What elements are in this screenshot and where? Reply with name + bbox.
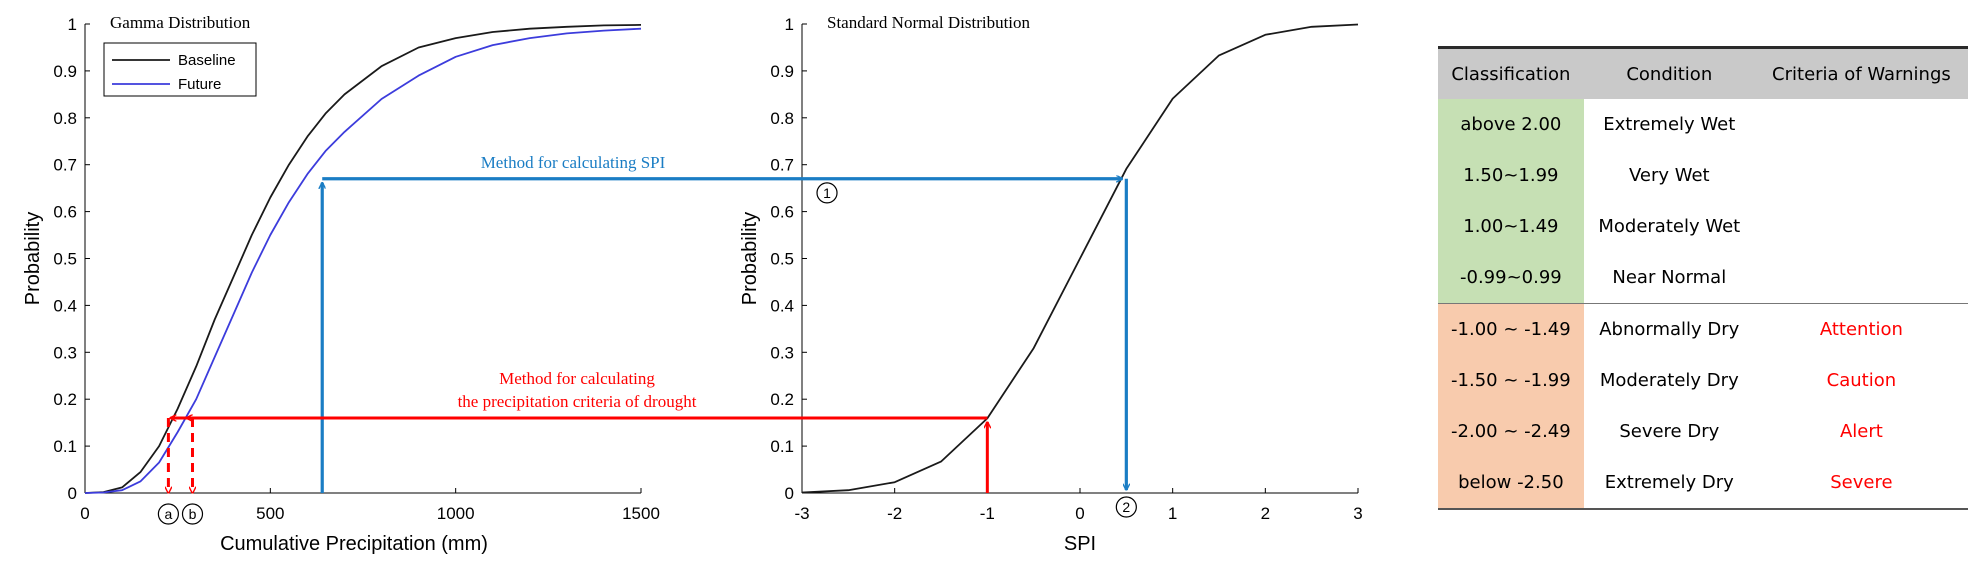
marker-2-label: 2 bbox=[1122, 499, 1130, 515]
header-condition: Condition bbox=[1583, 46, 1755, 99]
chart-legend: Baseline Future bbox=[103, 42, 257, 97]
condition-cell: Near Normal bbox=[1612, 267, 1727, 288]
marker-a-label: a bbox=[165, 506, 173, 522]
table-row: -2.00 ~ -2.49 Severe Dry Alert bbox=[1438, 406, 1968, 457]
y-axis-label: Probability bbox=[22, 212, 44, 305]
y-tick-label: 0.3 bbox=[770, 343, 794, 362]
warning-cell: Caution bbox=[1826, 370, 1897, 391]
spi-classification-table: Classification Condition Criteria of War… bbox=[1438, 46, 1968, 510]
y-tick-label: 1 bbox=[68, 15, 77, 34]
condition-cell: Extremely Wet bbox=[1603, 114, 1736, 135]
legend-box bbox=[103, 42, 257, 97]
y-tick-label: 0.5 bbox=[770, 250, 794, 269]
x-tick-label: 0 bbox=[80, 504, 89, 523]
classification-cell: above 2.00 bbox=[1438, 99, 1584, 150]
classification-cell: 1.50~1.99 bbox=[1438, 150, 1584, 201]
table-header-row: Classification Condition Criteria of War… bbox=[1438, 46, 1968, 99]
header-warnings: Criteria of Warnings bbox=[1754, 46, 1968, 99]
table-row: above 2.00 Extremely Wet bbox=[1438, 99, 1968, 150]
y-tick-label: 1 bbox=[785, 15, 794, 34]
spi-method-overlay: Method for calculating SPI Method for cal… bbox=[157, 153, 1137, 525]
warning-cell: Severe bbox=[1754, 457, 1968, 510]
y-tick-label: 0.4 bbox=[770, 296, 794, 315]
series-line-future bbox=[84, 27, 642, 494]
marker-1-label: 1 bbox=[823, 185, 831, 201]
marker-2-circle bbox=[1115, 496, 1137, 518]
marker-b-circle bbox=[181, 503, 204, 525]
legend-label: Future bbox=[178, 76, 221, 93]
table-row: below -2.50 Extremely Dry Severe bbox=[1438, 457, 1968, 510]
y-axis-label: Probability bbox=[739, 212, 761, 305]
standard-normal-chart: 0 0.1 0.2 0.3 0.4 0.5 0.6 0.7 0.8 0.9 1 -3 -2 -1 0 1 2 3 S… bbox=[739, 13, 1363, 555]
y-tick-label: 0.9 bbox=[770, 62, 794, 81]
marker-a-circle bbox=[157, 503, 179, 525]
x-tick-label: -1 bbox=[980, 504, 995, 523]
warning-cell: Attention bbox=[1754, 303, 1968, 355]
warning-cell: Alert bbox=[1839, 421, 1883, 442]
x-tick-label: 1000 bbox=[437, 504, 475, 523]
y-tick-label: 0.2 bbox=[53, 390, 77, 409]
y-tick-label: 0.8 bbox=[53, 109, 77, 128]
x-tick-label: 2 bbox=[1261, 504, 1270, 523]
condition-cell: Abnormally Dry bbox=[1583, 303, 1755, 355]
table-row: -1.00 ~ -1.49 Abnormally Dry Attention bbox=[1438, 303, 1968, 355]
y-tick-label: 0.4 bbox=[53, 296, 77, 315]
x-tick-label: 1500 bbox=[622, 504, 660, 523]
drought-method-label-1: Method for calculating bbox=[499, 369, 655, 388]
x-axis-label: SPI bbox=[1064, 533, 1096, 555]
table-row: -0.99~0.99 Near Normal bbox=[1438, 252, 1968, 304]
classification-cell: -0.99~0.99 bbox=[1438, 252, 1584, 304]
table-row: -1.50 ~ -1.99 Moderately Dry Caution bbox=[1438, 355, 1968, 406]
classification-cell: -1.50 ~ -1.99 bbox=[1438, 355, 1584, 406]
chart-title: Standard Normal Distribution bbox=[827, 13, 1031, 32]
drought-method-label-2: the precipitation criteria of drought bbox=[458, 392, 697, 411]
y-tick-label: 0.6 bbox=[53, 203, 77, 222]
y-tick-label: 0.6 bbox=[770, 203, 794, 222]
condition-cell: Extremely Dry bbox=[1583, 457, 1755, 510]
y-tick-label: 0 bbox=[68, 484, 77, 503]
table-row: 1.00~1.49 Moderately Wet bbox=[1438, 201, 1968, 252]
table-row: 1.50~1.99 Very Wet bbox=[1438, 150, 1968, 201]
y-tick-label: 0.3 bbox=[53, 343, 77, 362]
header-classification: Classification bbox=[1438, 46, 1584, 99]
y-tick-label: 0.9 bbox=[53, 62, 77, 81]
x-tick-label: 3 bbox=[1353, 504, 1362, 523]
x-tick-label: 0 bbox=[1075, 504, 1084, 523]
spi-method-label: Method for calculating SPI bbox=[481, 153, 666, 172]
warning-cell bbox=[1755, 99, 1968, 150]
x-tick-label: 1 bbox=[1168, 504, 1177, 523]
condition-cell: Very Wet bbox=[1628, 165, 1710, 186]
warning-cell bbox=[1755, 252, 1968, 304]
y-tick-label: 0.2 bbox=[770, 390, 794, 409]
x-axis-label: Cumulative Precipitation (mm) bbox=[220, 533, 488, 555]
x-tick-label: 500 bbox=[256, 504, 284, 523]
legend-label: Baseline bbox=[178, 52, 236, 69]
classification-cell: 1.00~1.49 bbox=[1438, 201, 1584, 252]
condition-cell: Severe Dry bbox=[1619, 421, 1720, 442]
y-tick-label: 0.7 bbox=[53, 156, 77, 175]
y-tick-label: 0.5 bbox=[53, 250, 77, 269]
classification-cell: below -2.50 bbox=[1438, 457, 1584, 510]
y-tick-label: 0.1 bbox=[53, 437, 77, 456]
series-line-baseline bbox=[84, 24, 642, 494]
condition-cell: Moderately Wet bbox=[1598, 216, 1741, 237]
classification-cell: -1.00 ~ -1.49 bbox=[1438, 303, 1584, 355]
x-tick-label: -2 bbox=[887, 504, 902, 523]
condition-cell: Moderately Dry bbox=[1599, 370, 1739, 391]
y-tick-label: 0.7 bbox=[770, 156, 794, 175]
series-line-0 bbox=[801, 23, 1359, 494]
classification-cell: -2.00 ~ -2.49 bbox=[1438, 406, 1584, 457]
marker-1-circle bbox=[816, 182, 838, 204]
warning-cell bbox=[1755, 201, 1968, 252]
y-tick-label: 0 bbox=[785, 484, 794, 503]
warning-cell bbox=[1755, 150, 1968, 201]
y-tick-label: 0.1 bbox=[770, 437, 794, 456]
x-tick-label: -3 bbox=[794, 504, 809, 523]
marker-b-label: b bbox=[189, 506, 197, 522]
chart-title: Gamma Distribution bbox=[110, 13, 251, 32]
gamma-distribution-chart: 0 0.1 0.2 0.3 0.4 0.5 0.6 0.7 0.8 0.9 1 0 500 1000 150… bbox=[22, 13, 660, 555]
y-tick-label: 0.8 bbox=[770, 109, 794, 128]
